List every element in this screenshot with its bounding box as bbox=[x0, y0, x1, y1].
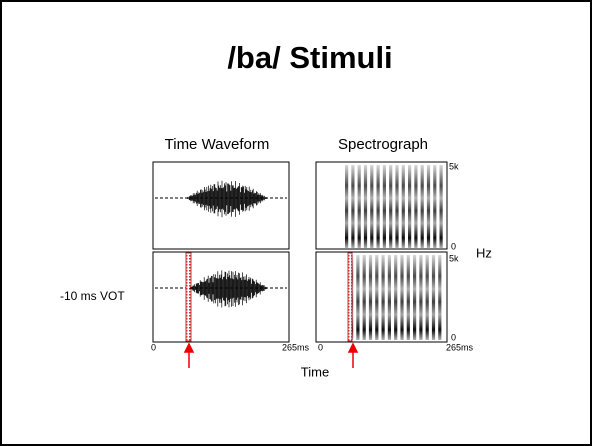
arrows bbox=[183, 342, 359, 368]
striation bbox=[382, 165, 386, 248]
striation bbox=[400, 255, 404, 340]
time-end: 265ms bbox=[446, 342, 474, 352]
striation bbox=[420, 165, 424, 248]
striation bbox=[408, 165, 412, 248]
waveform bbox=[186, 180, 268, 218]
striation bbox=[368, 255, 373, 340]
waveform bbox=[189, 270, 268, 308]
striation bbox=[357, 165, 361, 248]
striation bbox=[395, 165, 399, 248]
spectrograph-title: Spectrograph bbox=[338, 136, 428, 153]
striation bbox=[431, 255, 436, 340]
striation bbox=[370, 165, 374, 248]
vot-marker bbox=[185, 252, 192, 342]
striation bbox=[389, 165, 393, 248]
row-label: -10 ms VOT bbox=[60, 289, 125, 303]
time-end: 265ms bbox=[282, 342, 310, 352]
arrow-head bbox=[347, 342, 359, 353]
striation bbox=[381, 255, 385, 340]
striation bbox=[375, 255, 379, 340]
striation bbox=[345, 165, 349, 248]
x-axis-label: Time bbox=[301, 364, 329, 379]
spectrograph-top bbox=[315, 161, 448, 250]
striation bbox=[363, 165, 368, 248]
striation bbox=[406, 255, 410, 340]
waveform-panels bbox=[152, 161, 290, 343]
striation bbox=[387, 255, 391, 340]
striation bbox=[414, 165, 418, 248]
striation bbox=[439, 165, 443, 248]
freq-label: 5k bbox=[449, 253, 459, 263]
arrow-head bbox=[183, 342, 195, 353]
striation bbox=[426, 165, 431, 248]
striation bbox=[413, 255, 417, 340]
spectrograph-panels bbox=[315, 161, 448, 343]
vot-marker bbox=[347, 252, 353, 342]
striation bbox=[356, 255, 360, 340]
freq-unit: Hz bbox=[476, 245, 492, 260]
striation bbox=[351, 165, 355, 248]
striation bbox=[438, 255, 442, 340]
striation bbox=[401, 165, 405, 248]
slide-title: /ba/ Stimuli bbox=[227, 40, 392, 75]
striation bbox=[376, 165, 380, 248]
time-start: 0 bbox=[151, 342, 156, 352]
striation bbox=[425, 255, 429, 340]
freq-label: 5k bbox=[449, 161, 459, 171]
freq-label: 0 bbox=[451, 241, 456, 251]
striation bbox=[419, 255, 423, 340]
striation bbox=[433, 165, 437, 248]
freq-label: 0 bbox=[451, 332, 456, 342]
striation bbox=[394, 255, 398, 340]
striation bbox=[362, 255, 366, 340]
time-start: 0 bbox=[318, 342, 323, 352]
waveform-title: Time Waveform bbox=[165, 136, 270, 153]
